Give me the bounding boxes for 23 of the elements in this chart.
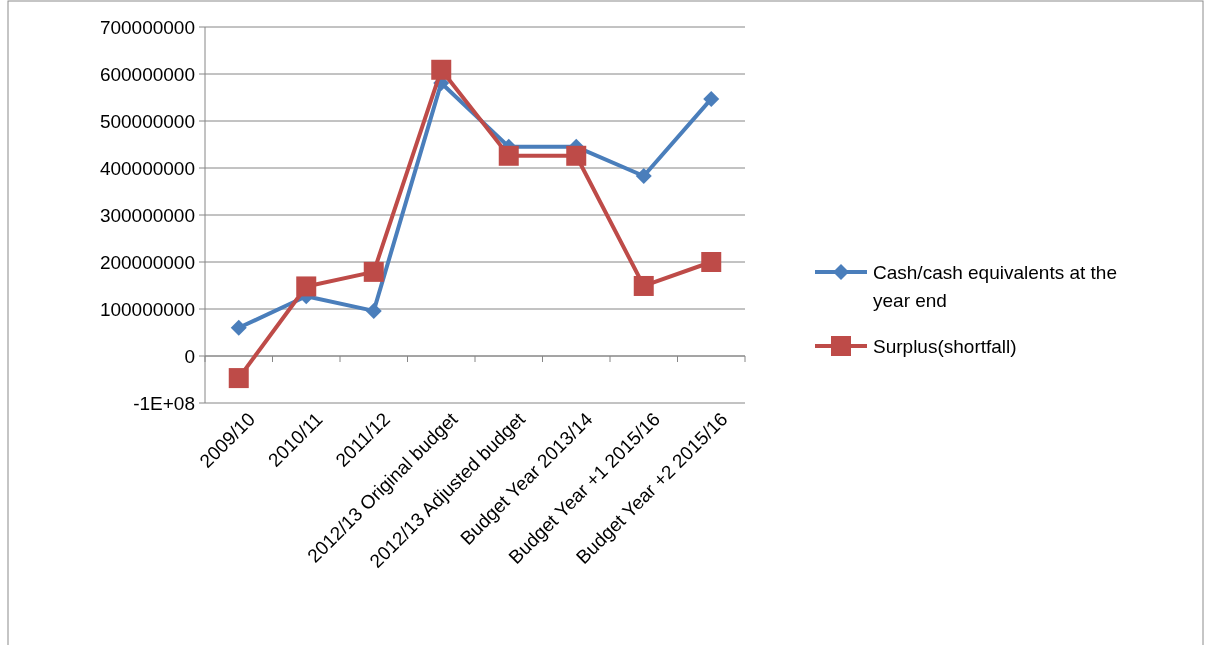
y-tick-label: 0 <box>184 345 195 367</box>
y-tick-label: 200000000 <box>99 251 195 273</box>
point <box>498 145 519 166</box>
y-tick-label: 700000000 <box>99 16 195 38</box>
point <box>703 90 720 107</box>
point <box>363 261 384 282</box>
y-tick-label: 100000000 <box>99 298 195 320</box>
point <box>296 276 317 297</box>
legend-label: Cash/cash equivalents at the year end <box>873 261 1117 311</box>
y-tick-label: -1E+08 <box>133 392 195 414</box>
point <box>566 145 587 166</box>
point <box>635 167 652 184</box>
point <box>633 275 654 296</box>
point <box>228 368 249 389</box>
y-tick-label: 400000000 <box>99 157 195 179</box>
point <box>701 252 722 272</box>
y-tick-label: 600000000 <box>99 63 195 85</box>
y-tick-label: 500000000 <box>99 110 195 132</box>
point <box>365 302 382 319</box>
y-tick-label: 300000000 <box>99 204 195 226</box>
point <box>431 59 452 80</box>
point <box>230 319 247 336</box>
legend-label: Surplus(shortfall) <box>873 335 1017 357</box>
